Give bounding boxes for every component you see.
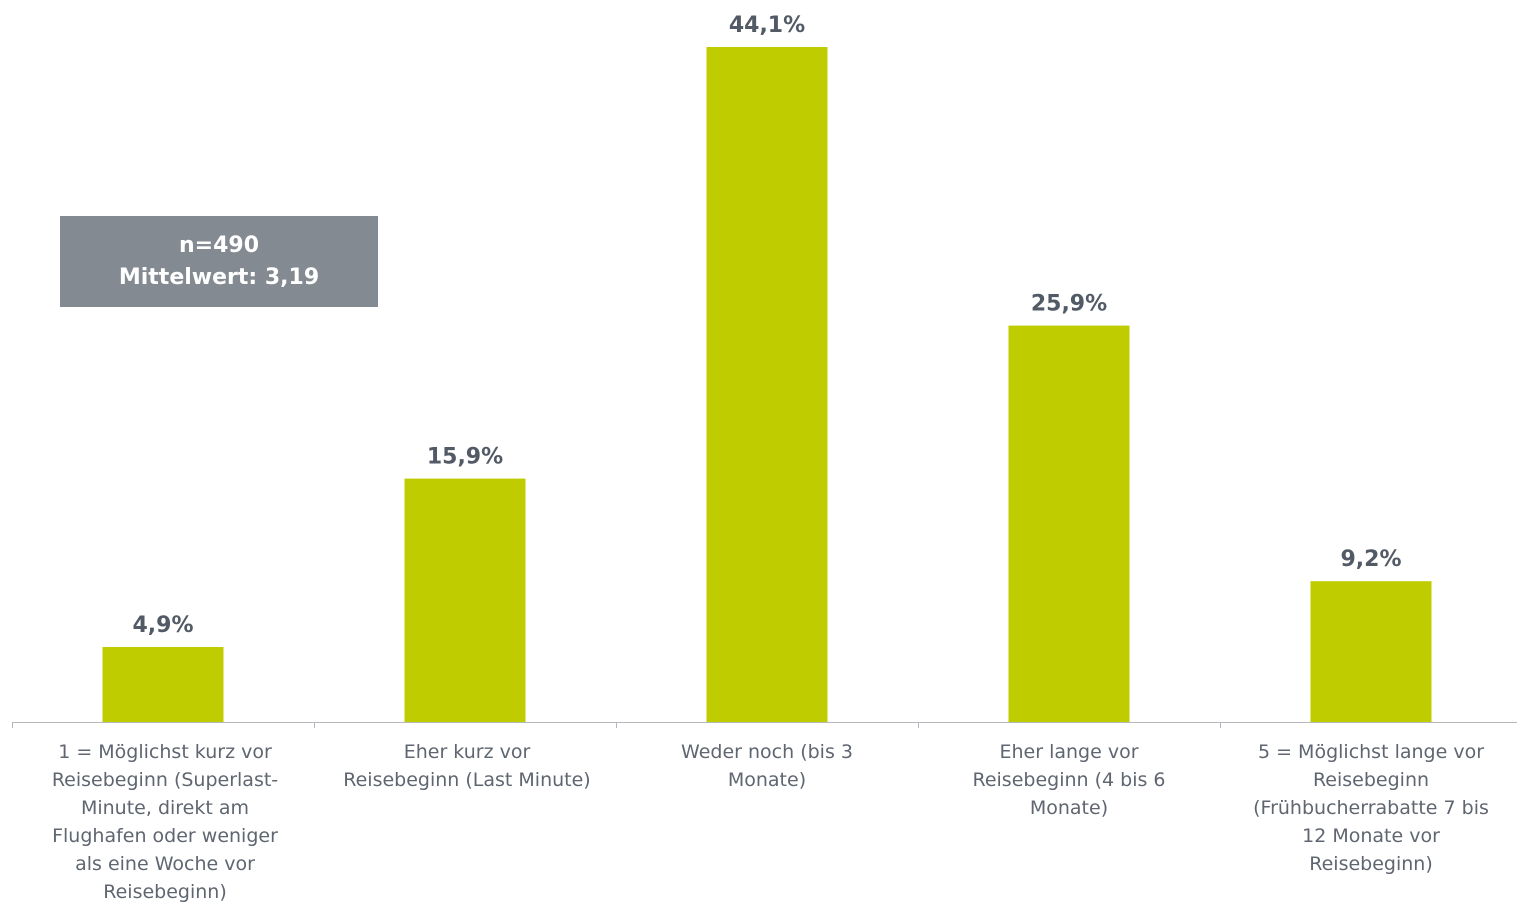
bars-group bbox=[102, 47, 1432, 722]
value-label-4: 25,9% bbox=[1031, 292, 1107, 317]
category-label-3: Weder noch (bis 3 Monate) bbox=[681, 741, 853, 791]
category-label-4: Eher lange vor Reisebeginn (4 bis 6 Mona… bbox=[972, 741, 1166, 819]
bar-3 bbox=[706, 47, 828, 722]
category-label-1: 1 = Möglichst kurz vor Reisebeginn (Supe… bbox=[51, 741, 279, 903]
sample-size-label: n=490 bbox=[178, 232, 260, 258]
bar-2 bbox=[404, 478, 526, 722]
category-label-2: Eher kurz vor Reisebeginn (Last Minute) bbox=[343, 741, 591, 791]
bar-4 bbox=[1008, 325, 1130, 722]
value-labels-group: 4,9% 15,9% 44,1% 25,9% 9,2% bbox=[132, 13, 1401, 638]
bar-1 bbox=[102, 647, 224, 722]
value-label-3: 44,1% bbox=[729, 13, 805, 38]
value-label-5: 9,2% bbox=[1340, 547, 1401, 572]
category-label-5: 5 = Möglichst lange vor Reisebeginn (Frü… bbox=[1253, 741, 1489, 875]
bar-5 bbox=[1310, 581, 1432, 722]
value-label-1: 4,9% bbox=[132, 613, 193, 638]
x-axis-ticks bbox=[12, 722, 1221, 728]
mean-value-label: Mittelwert: 3,19 bbox=[118, 264, 320, 290]
value-label-2: 15,9% bbox=[427, 445, 503, 470]
info-box: n=490 Mittelwert: 3,19 bbox=[60, 216, 378, 307]
